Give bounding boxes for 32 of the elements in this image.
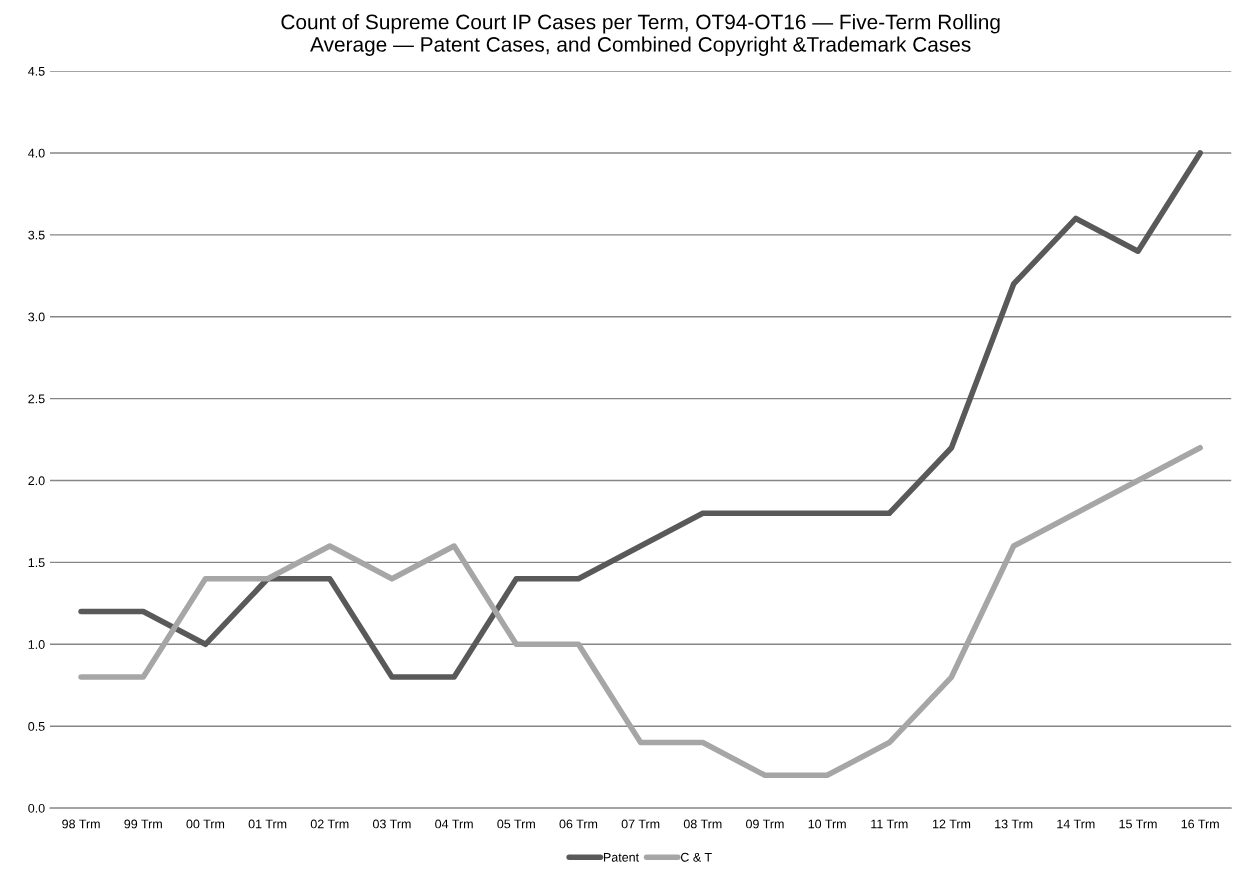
x-tick-label: 08 Trm (683, 819, 722, 829)
y-tick-label: 4.5 (28, 66, 45, 76)
x-tick-label: 14 Trm (1057, 819, 1095, 829)
x-tick-label: 05 Trm (497, 819, 535, 829)
x-tick-label: 15 Trm (1119, 819, 1157, 829)
x-tick-label: 02 Trm (310, 819, 349, 829)
x-tick-label: 01 Trm (248, 819, 287, 829)
x-tick-label: 00 Trm (186, 819, 225, 829)
legend-label: C & T (680, 852, 712, 862)
y-tick-label: 0.5 (28, 721, 45, 731)
x-tick-label: 06 Trm (559, 819, 598, 829)
y-tick-label: 2.5 (28, 394, 45, 404)
x-tick-label: 03 Trm (372, 819, 411, 829)
y-tick-label: 0.0 (28, 803, 45, 813)
x-tick-label: 11 Trm (871, 819, 908, 829)
y-tick-label: 3.0 (28, 312, 45, 322)
y-tick-label: 3.5 (28, 230, 45, 240)
x-tick-label: 09 Trm (746, 819, 784, 829)
chart-title: Count of Supreme Court IP Cases per Term, OT94-OT16 — Five-Term Rolling Average — Patent Cases, and Combined Copyright &Trademark Cases (281, 14, 1000, 56)
x-tick-label: 99 Trm (124, 819, 162, 829)
x-tick-label: 13 Trm (995, 819, 1033, 829)
x-tick-label: 10 Trm (808, 819, 846, 829)
y-tick-label: 1.0 (28, 640, 45, 649)
y-tick-label: 1.5 (28, 558, 45, 568)
y-tick-label: 4.0 (28, 148, 45, 158)
x-tick-label: 12 Trm (932, 819, 971, 829)
x-tick-label: 04 Trm (435, 819, 473, 829)
x-tick-label: 98 Trm (62, 819, 100, 829)
x-tick-label: 07 Trm (621, 819, 660, 829)
y-tick-label: 2.0 (28, 476, 45, 486)
legend-label: Patent (603, 852, 639, 862)
x-tick-label: 16 Trm (1181, 819, 1219, 829)
